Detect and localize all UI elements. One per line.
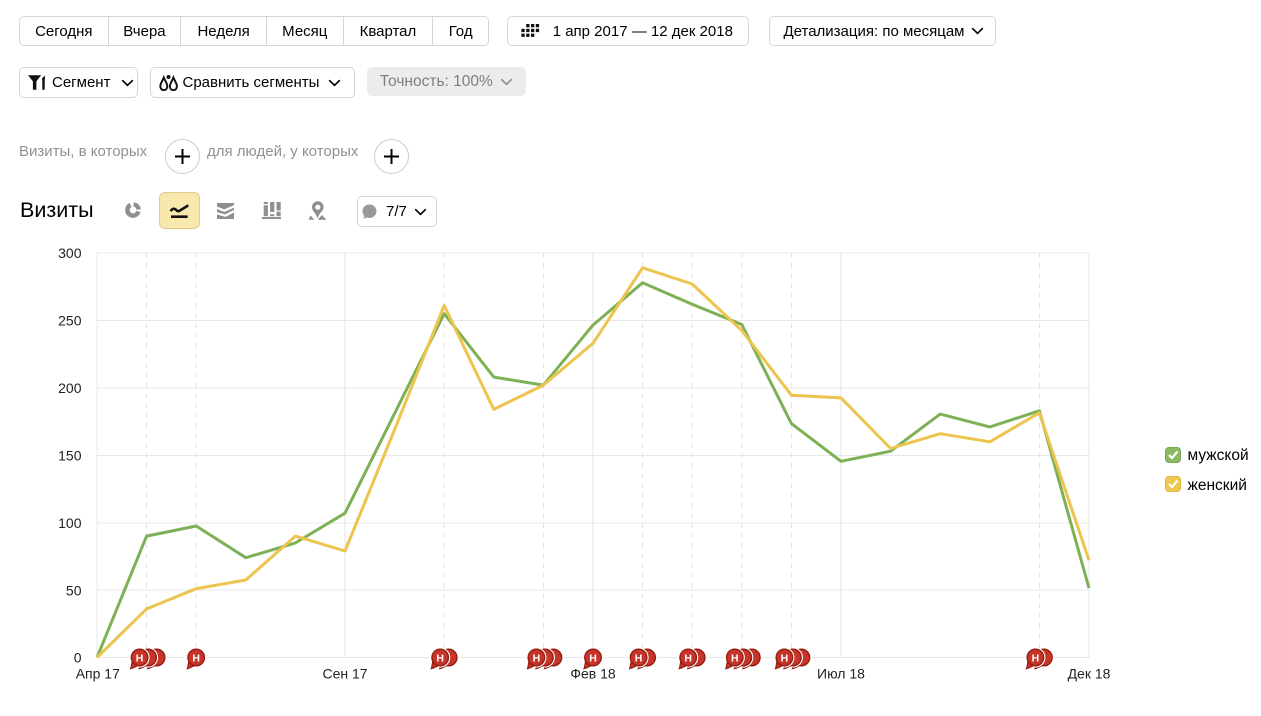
svg-text:Сен 17: Сен 17 [322, 666, 367, 682]
svg-text:Апр 17: Апр 17 [76, 666, 120, 682]
svg-text:150: 150 [58, 447, 82, 463]
svg-text:250: 250 [58, 313, 82, 329]
svg-text:50: 50 [66, 582, 82, 598]
svg-text:Н: Н [684, 653, 692, 665]
svg-text:Н: Н [192, 653, 200, 665]
svg-text:200: 200 [58, 380, 82, 396]
svg-text:Дек 18: Дек 18 [1068, 666, 1111, 682]
svg-text:Н: Н [436, 653, 444, 665]
svg-text:Н: Н [731, 653, 739, 665]
svg-text:100: 100 [58, 515, 82, 531]
svg-text:Н: Н [136, 653, 144, 665]
svg-text:Н: Н [781, 653, 789, 665]
svg-text:300: 300 [58, 245, 82, 261]
svg-text:Н: Н [635, 653, 643, 665]
svg-text:Фев 18: Фев 18 [570, 666, 616, 682]
svg-text:Н: Н [1032, 653, 1040, 665]
svg-text:Н: Н [589, 653, 597, 665]
svg-text:Н: Н [533, 653, 541, 665]
svg-text:Июл 18: Июл 18 [817, 666, 865, 682]
svg-text:0: 0 [74, 650, 82, 666]
